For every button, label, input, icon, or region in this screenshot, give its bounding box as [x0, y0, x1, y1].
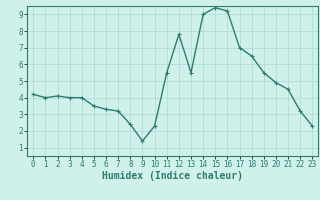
X-axis label: Humidex (Indice chaleur): Humidex (Indice chaleur) [102, 171, 243, 181]
